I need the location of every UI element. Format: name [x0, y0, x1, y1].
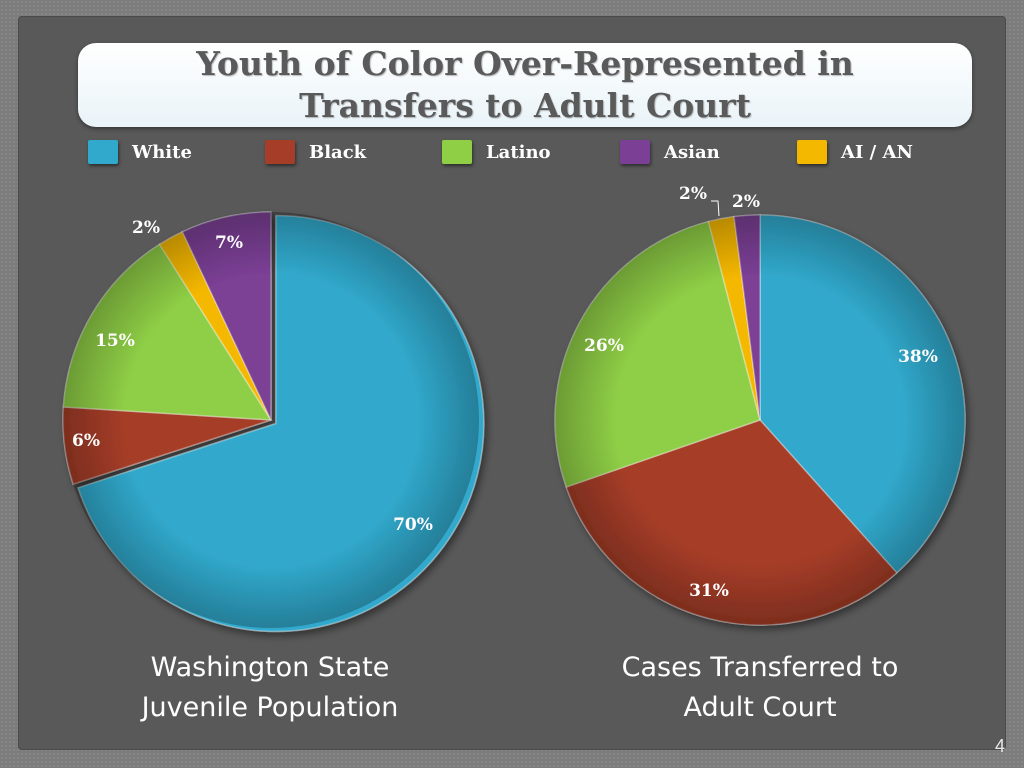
- legend-item-black: Black: [265, 139, 366, 165]
- pie-chart-juvenile-population: [62, 211, 485, 633]
- legend-label-asian: Asian: [664, 141, 720, 163]
- legend-swatch-asian: [620, 140, 650, 164]
- data-label-asian: 7%: [215, 233, 243, 253]
- leader-line: [711, 200, 720, 217]
- pie-data-labels: 70% 6% 15% 2% 7% 38% 31% 26% 2% 2%: [72, 184, 938, 601]
- legend-label-latino: Latino: [486, 141, 551, 163]
- legend-item-latino: Latino: [442, 139, 551, 165]
- data-label-black: 31%: [689, 581, 729, 601]
- legend-swatch-latino: [442, 140, 472, 164]
- legend-item-asian: Asian: [620, 139, 720, 165]
- pie-sheen: [63, 212, 479, 628]
- data-label-ai-an: 2%: [679, 184, 707, 204]
- caption-line: Juvenile Population: [141, 692, 399, 723]
- pie-chart-transferred-cases: [554, 214, 966, 626]
- data-label-white: 38%: [898, 347, 938, 367]
- caption-line: Adult Court: [683, 692, 837, 723]
- caption-line: Washington State: [150, 652, 390, 683]
- legend-label-ai-an: AI / AN: [841, 141, 913, 163]
- legend-swatch-ai-an: [797, 140, 827, 164]
- legend-label-black: Black: [309, 141, 367, 163]
- title-box: Youth of Color Over-Represented in Trans…: [78, 43, 972, 127]
- data-label-latino: 26%: [584, 336, 624, 356]
- caption-transferred-cases: Cases Transferred to Adult Court: [590, 648, 930, 728]
- data-label-latino: 15%: [95, 331, 135, 351]
- slide-title: Youth of Color Over-Represented in Trans…: [196, 44, 854, 125]
- page-number: 4: [995, 736, 1006, 756]
- legend-label-white: White: [132, 141, 192, 163]
- caption-juvenile-population: Washington State Juvenile Population: [100, 648, 440, 728]
- data-label-white: 70%: [393, 515, 433, 535]
- legend-swatch-black: [265, 140, 295, 164]
- caption-line: Cases Transferred to: [621, 652, 899, 683]
- legend-item-ai-an: AI / AN: [797, 139, 913, 165]
- legend-swatch-white: [88, 140, 118, 164]
- legend-item-white: White: [88, 139, 192, 165]
- data-label-black: 6%: [72, 431, 100, 451]
- pie-sheen: [555, 215, 965, 625]
- data-label-ai-an: 2%: [132, 218, 160, 238]
- data-label-asian: 2%: [732, 192, 760, 212]
